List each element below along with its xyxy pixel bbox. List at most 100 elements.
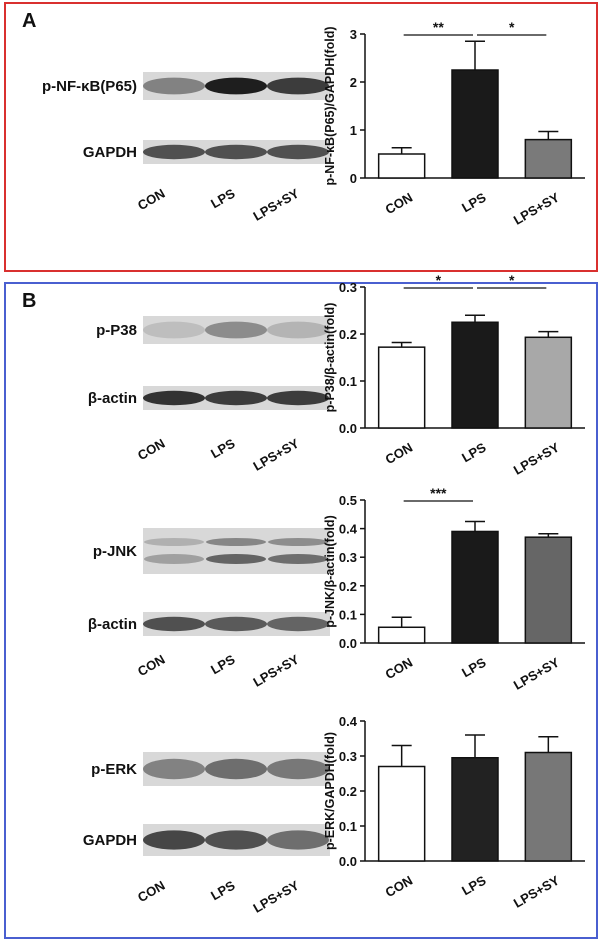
blot-band <box>268 554 328 564</box>
x-tick-label: LPS+SY <box>511 654 562 692</box>
bar <box>377 346 426 429</box>
y-tick-label: 0.1 <box>339 607 357 622</box>
y-tick-label: 0.3 <box>339 550 357 565</box>
blot-band <box>205 77 267 95</box>
y-tick-label: 0.3 <box>339 280 357 295</box>
blot-band <box>267 830 329 850</box>
blot-band <box>205 144 267 160</box>
blot-lane-label: LPS+SY <box>251 435 302 473</box>
blot-row-label: p-ERK <box>91 761 137 778</box>
panel-b-frame <box>4 282 598 939</box>
blot-band <box>206 554 266 564</box>
x-tick-label: LPS <box>459 189 489 215</box>
blot-row-label: GAPDH <box>83 144 137 161</box>
blot-lane-label: LPS <box>208 877 238 903</box>
x-tick-label: LPS+SY <box>511 439 562 477</box>
blot-band <box>267 144 329 160</box>
blot-lane-label: LPS <box>208 435 238 461</box>
bar <box>377 153 426 179</box>
blot-row-label: GAPDH <box>83 832 137 849</box>
bar <box>524 138 573 179</box>
blot-row-label: p-JNK <box>93 543 137 560</box>
blot-band <box>143 830 205 850</box>
blot-band <box>143 758 205 780</box>
y-axis-label: p-JNK/β-actin(fold) <box>323 515 337 627</box>
blot-lane-label: LPS+SY <box>251 185 302 223</box>
y-tick-label: 0.0 <box>339 854 357 869</box>
y-tick-label: 2 <box>350 75 357 90</box>
blot-band <box>205 616 267 632</box>
blot-row-label: p-NF-κB(P65) <box>42 78 137 95</box>
y-tick-label: 0 <box>350 171 357 186</box>
blot-row-label: p-P38 <box>96 322 137 339</box>
blot-row-label: β-actin <box>88 616 137 633</box>
blot-band <box>206 538 266 546</box>
x-tick-label: CON <box>383 190 416 217</box>
y-tick-label: 0.0 <box>339 636 357 651</box>
blot-band <box>143 321 205 339</box>
y-tick-label: 0.2 <box>339 327 357 342</box>
blot-band <box>205 321 267 339</box>
significance-label: * <box>509 272 515 288</box>
y-tick-label: 0.2 <box>339 579 357 594</box>
blot-lane-label: CON <box>135 436 168 463</box>
y-tick-label: 1 <box>350 123 357 138</box>
blot-row-label: β-actin <box>88 390 137 407</box>
blot-background <box>143 528 330 574</box>
y-tick-label: 0.4 <box>339 522 358 537</box>
blot-band <box>268 538 328 546</box>
blot-band <box>267 77 329 95</box>
bar <box>451 69 499 179</box>
blot-band <box>267 758 329 780</box>
x-tick-label: LPS <box>459 439 489 465</box>
blot-lane-label: LPS <box>208 185 238 211</box>
y-tick-label: 0.1 <box>339 819 357 834</box>
y-tick-label: 0.1 <box>339 374 357 389</box>
x-tick-label: CON <box>383 873 416 900</box>
panel-label: A <box>22 10 36 32</box>
significance-label: *** <box>430 485 447 501</box>
panel-a-frame <box>4 2 598 272</box>
blot-band <box>143 390 205 406</box>
significance-label: ** <box>433 19 444 35</box>
y-tick-label: 0.4 <box>339 714 358 729</box>
bar <box>451 321 499 429</box>
blot-band <box>267 390 329 406</box>
blot-lane-label: CON <box>135 652 168 679</box>
significance-label: * <box>509 19 515 35</box>
blot-lane-label: LPS+SY <box>251 651 302 689</box>
blot-lane-label: CON <box>135 186 168 213</box>
blot-lane-label: LPS+SY <box>251 877 302 915</box>
bar <box>524 336 573 429</box>
blot-band <box>205 758 267 780</box>
blot-band <box>144 538 204 546</box>
y-axis-label: p-P38/β-actin(fold) <box>323 303 337 413</box>
bar <box>451 530 499 644</box>
bar <box>524 536 573 644</box>
y-axis-label: p-ERK/GAPDH(fold) <box>323 732 337 850</box>
bar <box>451 757 499 862</box>
blot-band <box>267 321 329 339</box>
blot-lane-label: CON <box>135 878 168 905</box>
blot-band <box>267 616 329 632</box>
y-tick-label: 3 <box>350 27 357 42</box>
bar <box>524 751 573 862</box>
blot-lane-label: LPS <box>208 651 238 677</box>
bar <box>377 626 426 644</box>
blot-band <box>143 144 205 160</box>
blot-band <box>144 554 204 564</box>
blot-band <box>143 616 205 632</box>
y-tick-label: 0.3 <box>339 749 357 764</box>
significance-label: * <box>436 272 442 288</box>
y-tick-label: 0.5 <box>339 493 357 508</box>
x-tick-label: LPS+SY <box>511 872 562 910</box>
bar <box>377 765 426 862</box>
y-tick-label: 0.2 <box>339 784 357 799</box>
blot-band <box>143 77 205 95</box>
x-tick-label: LPS <box>459 654 489 680</box>
x-tick-label: LPS+SY <box>511 189 562 227</box>
x-tick-label: CON <box>383 440 416 467</box>
blot-band <box>205 390 267 406</box>
x-tick-label: LPS <box>459 872 489 898</box>
